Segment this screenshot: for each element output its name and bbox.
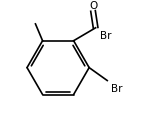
Text: Br: Br — [100, 31, 112, 41]
Text: Br: Br — [111, 84, 123, 94]
Text: O: O — [89, 1, 97, 11]
